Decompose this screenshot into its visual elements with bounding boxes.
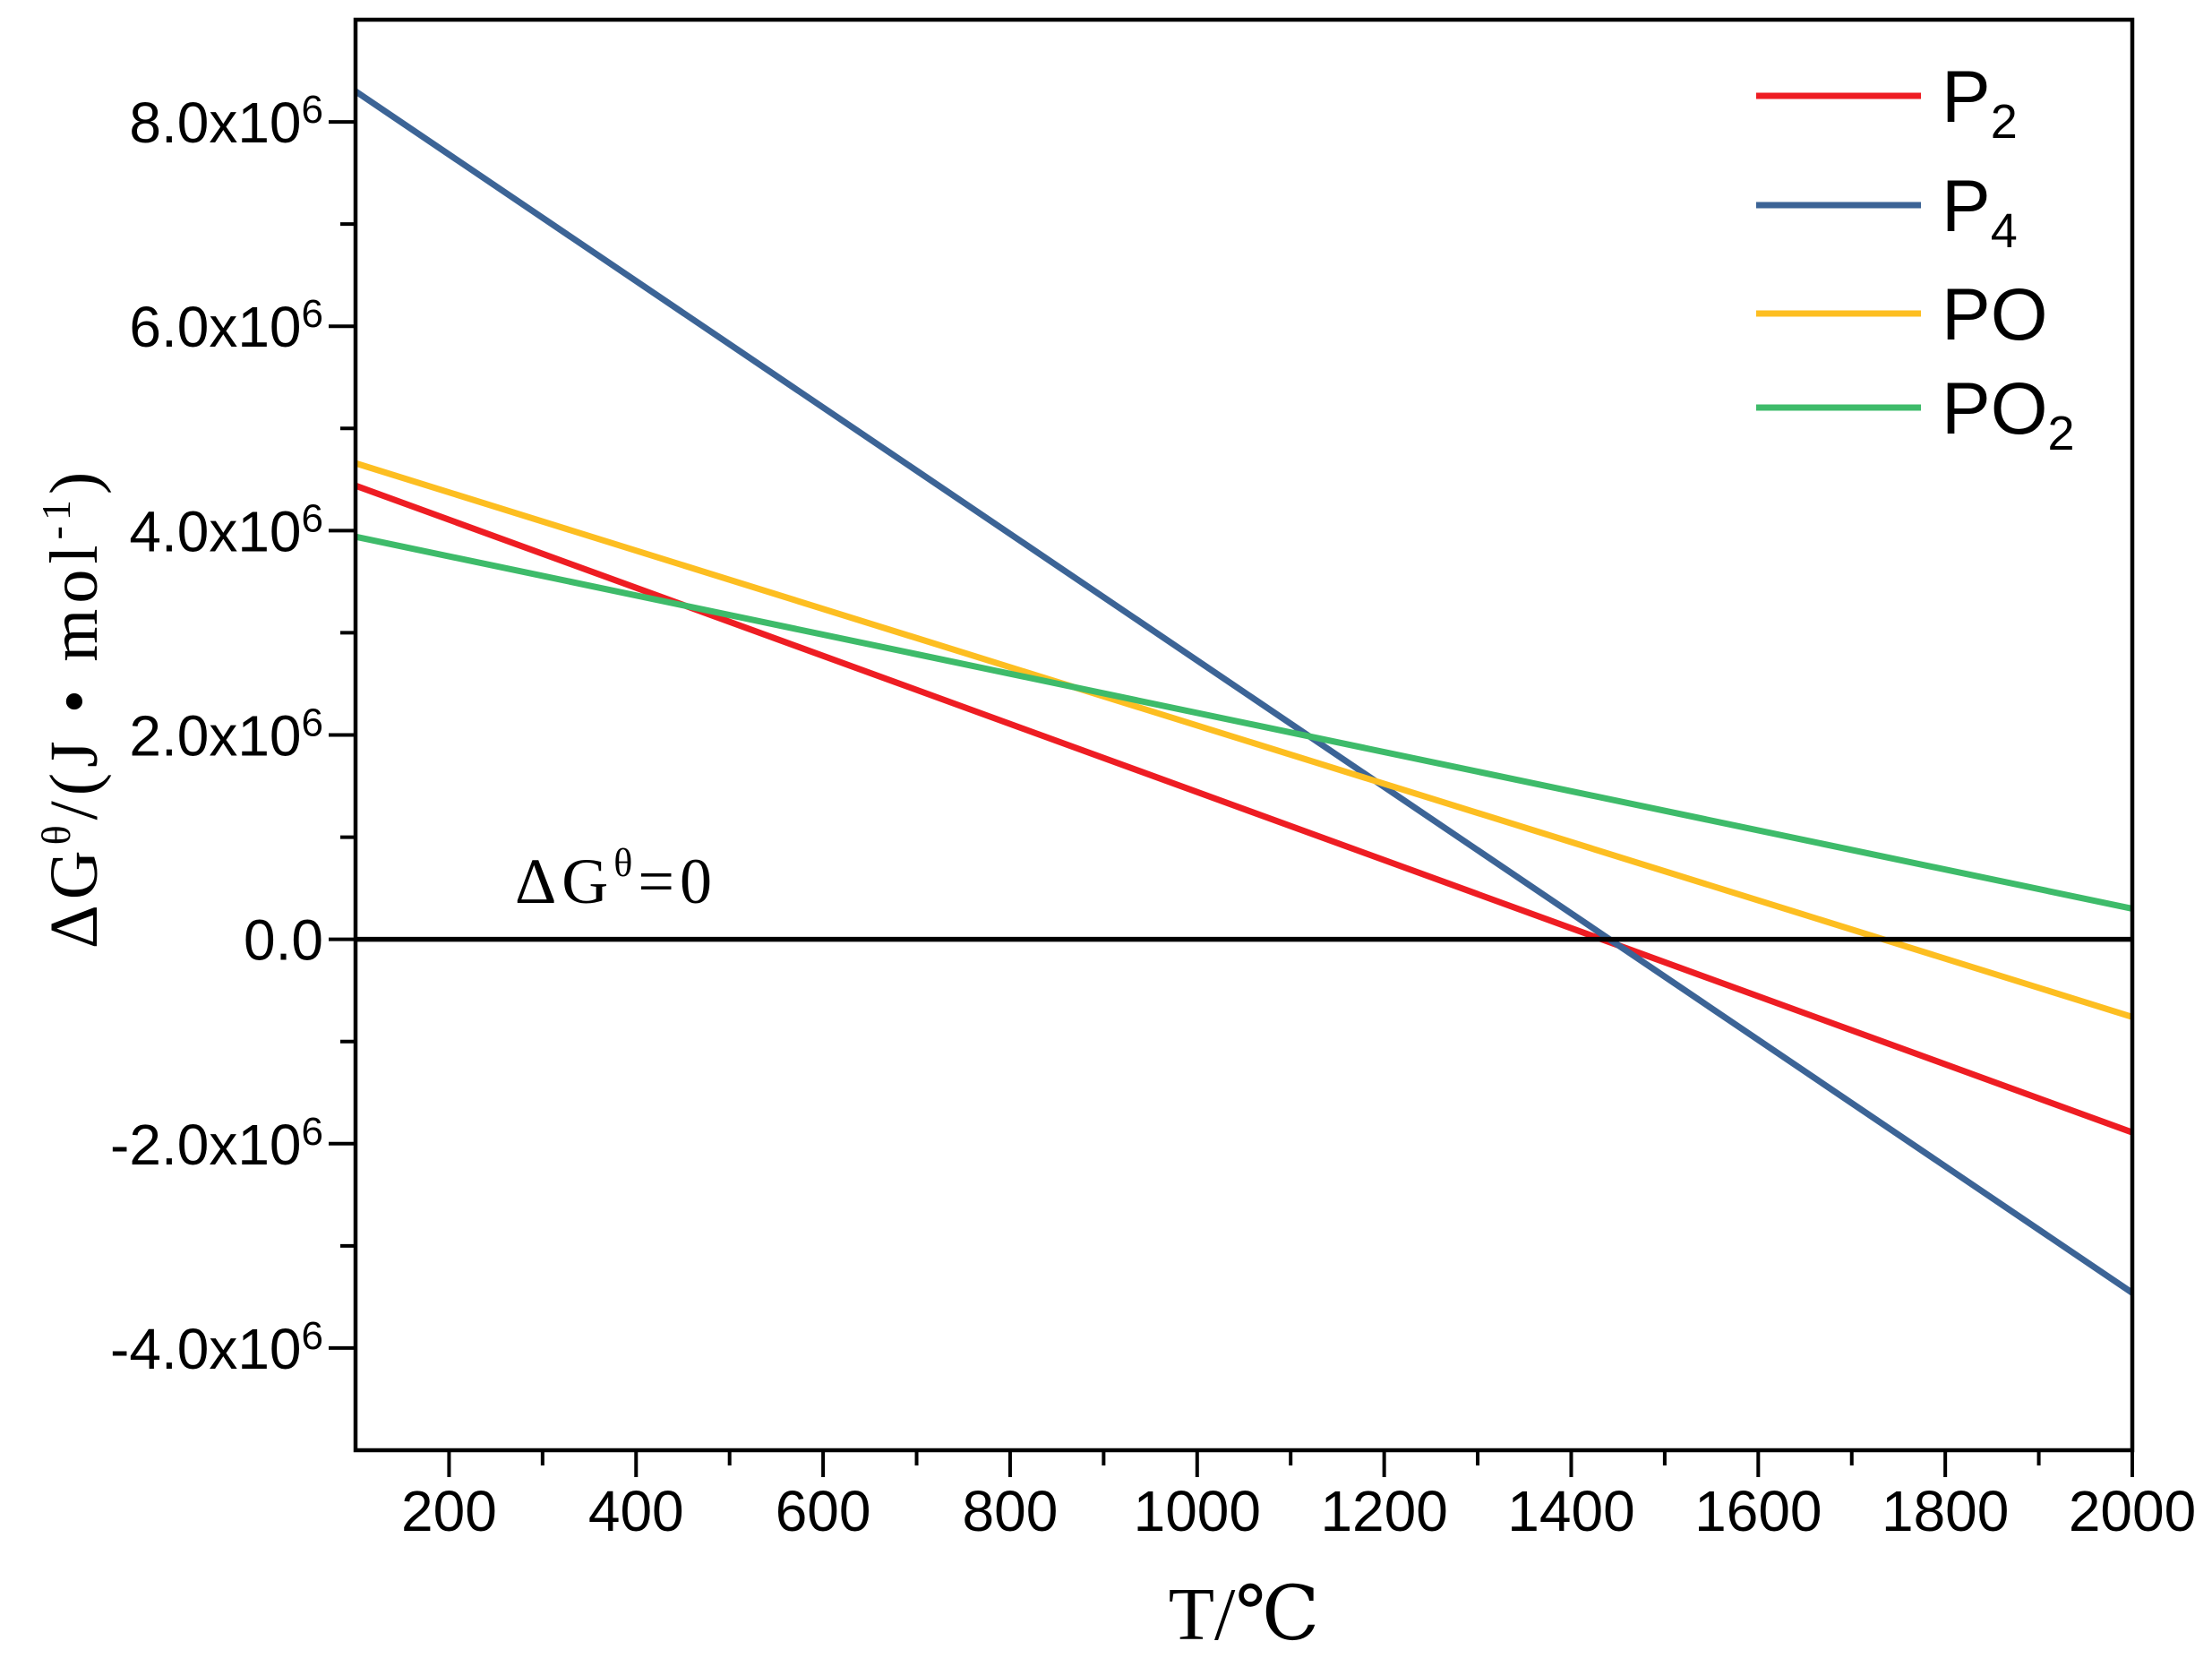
series-line-p2: [354, 482, 2134, 1136]
y-tick-label-base: -2.0x10: [110, 1113, 301, 1177]
y-axis-label: ΔGθ/(J • mol-1): [33, 467, 112, 949]
x-tick-label: 800: [963, 1479, 1059, 1543]
x-tick-label: 1600: [1694, 1479, 1822, 1543]
x-axis-label: T/℃: [1169, 1573, 1320, 1656]
y-tick-label-base: 8.0x10: [129, 90, 301, 155]
legend-entry: P4: [1756, 166, 2018, 258]
y-tick-label: 4.0x106: [129, 496, 323, 563]
legend-label-subscript: 4: [1991, 204, 2018, 258]
y-axis-label-sup: θ: [33, 820, 79, 845]
y-axis-label-end: ): [37, 467, 112, 494]
y-tick-label-exponent: 6: [302, 88, 323, 132]
series-line-po2: [355, 533, 2133, 912]
series-line-po: [354, 460, 2134, 1020]
legend-label: PO: [1942, 274, 2047, 356]
x-tick-label: 1800: [1882, 1479, 2009, 1543]
legend-entry: PO2: [1756, 368, 2075, 460]
x-tick-label: 1200: [1320, 1479, 1447, 1543]
legend-label-main: PO: [1942, 274, 2047, 356]
y-tick-label: 0.0: [244, 908, 323, 973]
x-tick-label: 1400: [1507, 1479, 1634, 1543]
legend-label-subscript: 2: [1991, 95, 2018, 149]
series-line-p4: [354, 89, 2134, 1296]
legend-label: PO2: [1942, 368, 2075, 460]
y-tick-label-base: -4.0x10: [110, 1317, 301, 1381]
y-tick-label-base: 4.0x10: [129, 499, 301, 563]
y-tick-label-exponent: 6: [302, 701, 323, 745]
y-tick-label-base: 0.0: [244, 908, 323, 973]
y-tick-label-exponent: 6: [302, 292, 323, 336]
legend-label: P2: [1942, 56, 2018, 149]
y-tick-label-base: 2.0x10: [129, 704, 301, 769]
annotation-main: ΔG: [515, 846, 613, 917]
y-tick-label: 6.0x106: [129, 292, 323, 359]
legend-label-main: P: [1942, 56, 1991, 138]
y-tick-label: -4.0x106: [110, 1314, 323, 1381]
x-tick-label: 1000: [1134, 1479, 1261, 1543]
y-tick-label-exponent: 6: [302, 1110, 323, 1154]
x-tick-label: 2000: [2069, 1479, 2196, 1543]
y-tick-label-base: 6.0x10: [129, 295, 301, 359]
y-axis-label-main: ΔG: [37, 845, 112, 949]
x-tick-label: 400: [588, 1479, 684, 1543]
y-axis-label-unit-exponent: -1: [33, 494, 79, 539]
plot-frame: [353, 17, 2135, 1453]
series-layer: [354, 89, 2134, 1296]
y-axis-label-unit: /(J • mol: [37, 539, 112, 820]
y-tick-label: 8.0x106: [129, 88, 323, 155]
x-axis: 200 400 600 800 1000 1200 1400 1600 1800 2000: [401, 1450, 2196, 1543]
y-tick-label-exponent: 6: [302, 1314, 323, 1358]
annotation-sup: θ: [613, 841, 638, 885]
legend-entry: PO: [1756, 274, 2047, 356]
y-tick-label-exponent: 6: [302, 496, 323, 540]
legend-label-main: PO: [1942, 368, 2047, 450]
x-tick-label: 600: [776, 1479, 871, 1543]
y-axis: -4.0x106-2.0x1060.02.0x1064.0x1066.0x106…: [110, 88, 356, 1381]
legend-label-subscript: 2: [2047, 407, 2074, 460]
y-tick-label: -2.0x106: [110, 1110, 323, 1177]
zero-line-annotation: ΔGθ=0: [515, 841, 717, 917]
legend-label: P4: [1942, 166, 2018, 258]
x-tick-label: 200: [401, 1479, 497, 1543]
legend-entry: P2: [1756, 56, 2018, 149]
legend-label-main: P: [1942, 166, 1991, 247]
y-tick-label: 2.0x106: [129, 701, 323, 769]
annotation-end: =0: [638, 846, 717, 917]
